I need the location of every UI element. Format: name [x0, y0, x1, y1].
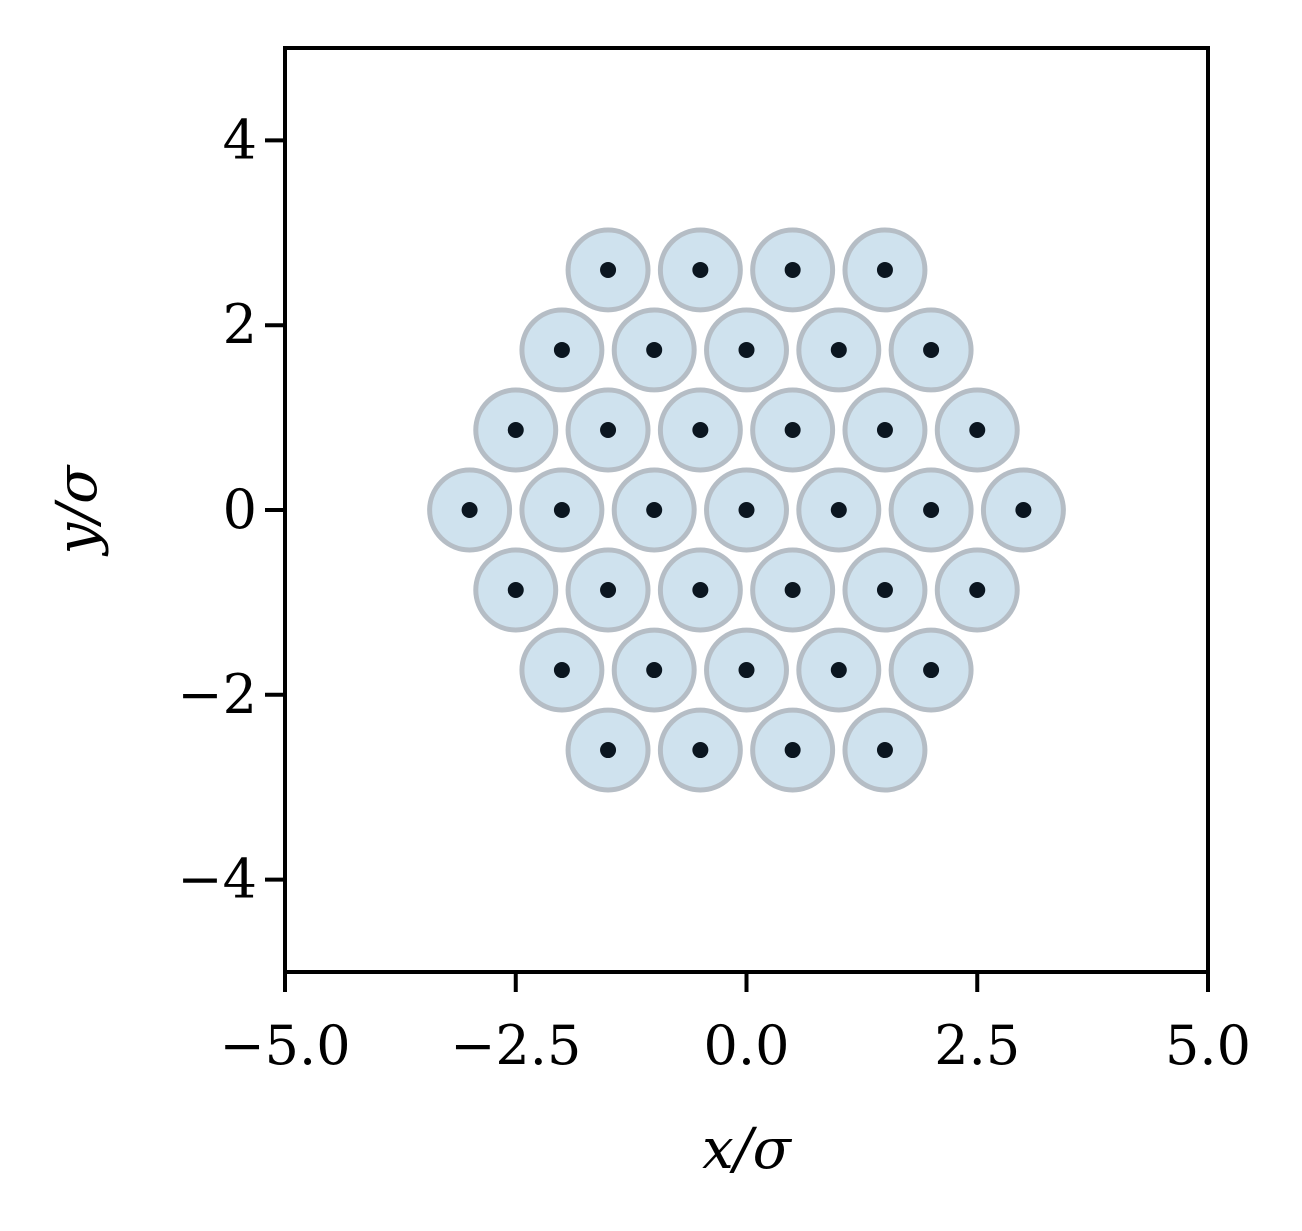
particle-center-19	[830, 502, 847, 518]
particle-center-36	[876, 742, 893, 759]
particle-center-31	[830, 662, 847, 679]
x-tick-label: −2.5	[450, 1014, 581, 1077]
particle-center-25	[784, 582, 801, 599]
particle-center-18	[738, 502, 755, 518]
y-tick-label: −4	[177, 848, 257, 911]
particle-center-2	[784, 261, 801, 278]
particle-center-28	[553, 662, 570, 679]
y-tick-label: 4	[223, 108, 257, 171]
particle-center-27	[969, 582, 986, 599]
particle-center-13	[876, 421, 893, 438]
particle-center-29	[646, 662, 663, 679]
particle-center-4	[553, 341, 570, 358]
x-tick-label: 5.0	[1165, 1014, 1251, 1077]
particle-center-24	[692, 582, 709, 599]
particle-center-6	[738, 341, 755, 358]
y-tick-label: −2	[177, 663, 257, 726]
x-tick-label: 2.5	[934, 1014, 1020, 1077]
particle-center-17	[646, 502, 663, 518]
particle-center-21	[1015, 502, 1032, 518]
particle-center-9	[507, 421, 524, 438]
particle-center-20	[923, 502, 940, 518]
particle-center-12	[784, 421, 801, 438]
particle-center-35	[784, 742, 801, 759]
particle-center-10	[600, 421, 617, 438]
particle-center-1	[692, 261, 709, 278]
particle-center-3	[876, 261, 893, 278]
particle-center-8	[923, 341, 940, 358]
particle-center-11	[692, 421, 709, 438]
particle-center-22	[507, 582, 524, 599]
particle-center-7	[830, 341, 847, 358]
x-axis-ticks: −5.0 −2.5 0.0 2.5 5.0	[219, 972, 1251, 1077]
particle-centers-layer	[461, 261, 1032, 759]
particle-center-16	[553, 502, 570, 518]
y-tick-label: 0	[223, 478, 257, 541]
particle-center-32	[923, 662, 940, 679]
y-axis-ticks: −4 −2 0 2 4	[177, 108, 285, 911]
x-tick-label: −5.0	[219, 1014, 350, 1077]
particle-center-14	[969, 421, 986, 438]
particle-center-23	[600, 582, 617, 599]
particle-center-26	[876, 582, 893, 599]
x-tick-label: 0.0	[704, 1014, 790, 1077]
particle-center-30	[738, 662, 755, 679]
particle-center-15	[461, 502, 478, 518]
y-tick-label: 2	[223, 293, 257, 356]
particle-center-5	[646, 341, 663, 358]
particle-center-33	[600, 742, 617, 759]
particle-center-0	[600, 261, 617, 278]
y-axis-label: y/σ	[45, 464, 110, 558]
particle-center-34	[692, 742, 709, 759]
x-axis-label: x/σ	[702, 1117, 792, 1182]
